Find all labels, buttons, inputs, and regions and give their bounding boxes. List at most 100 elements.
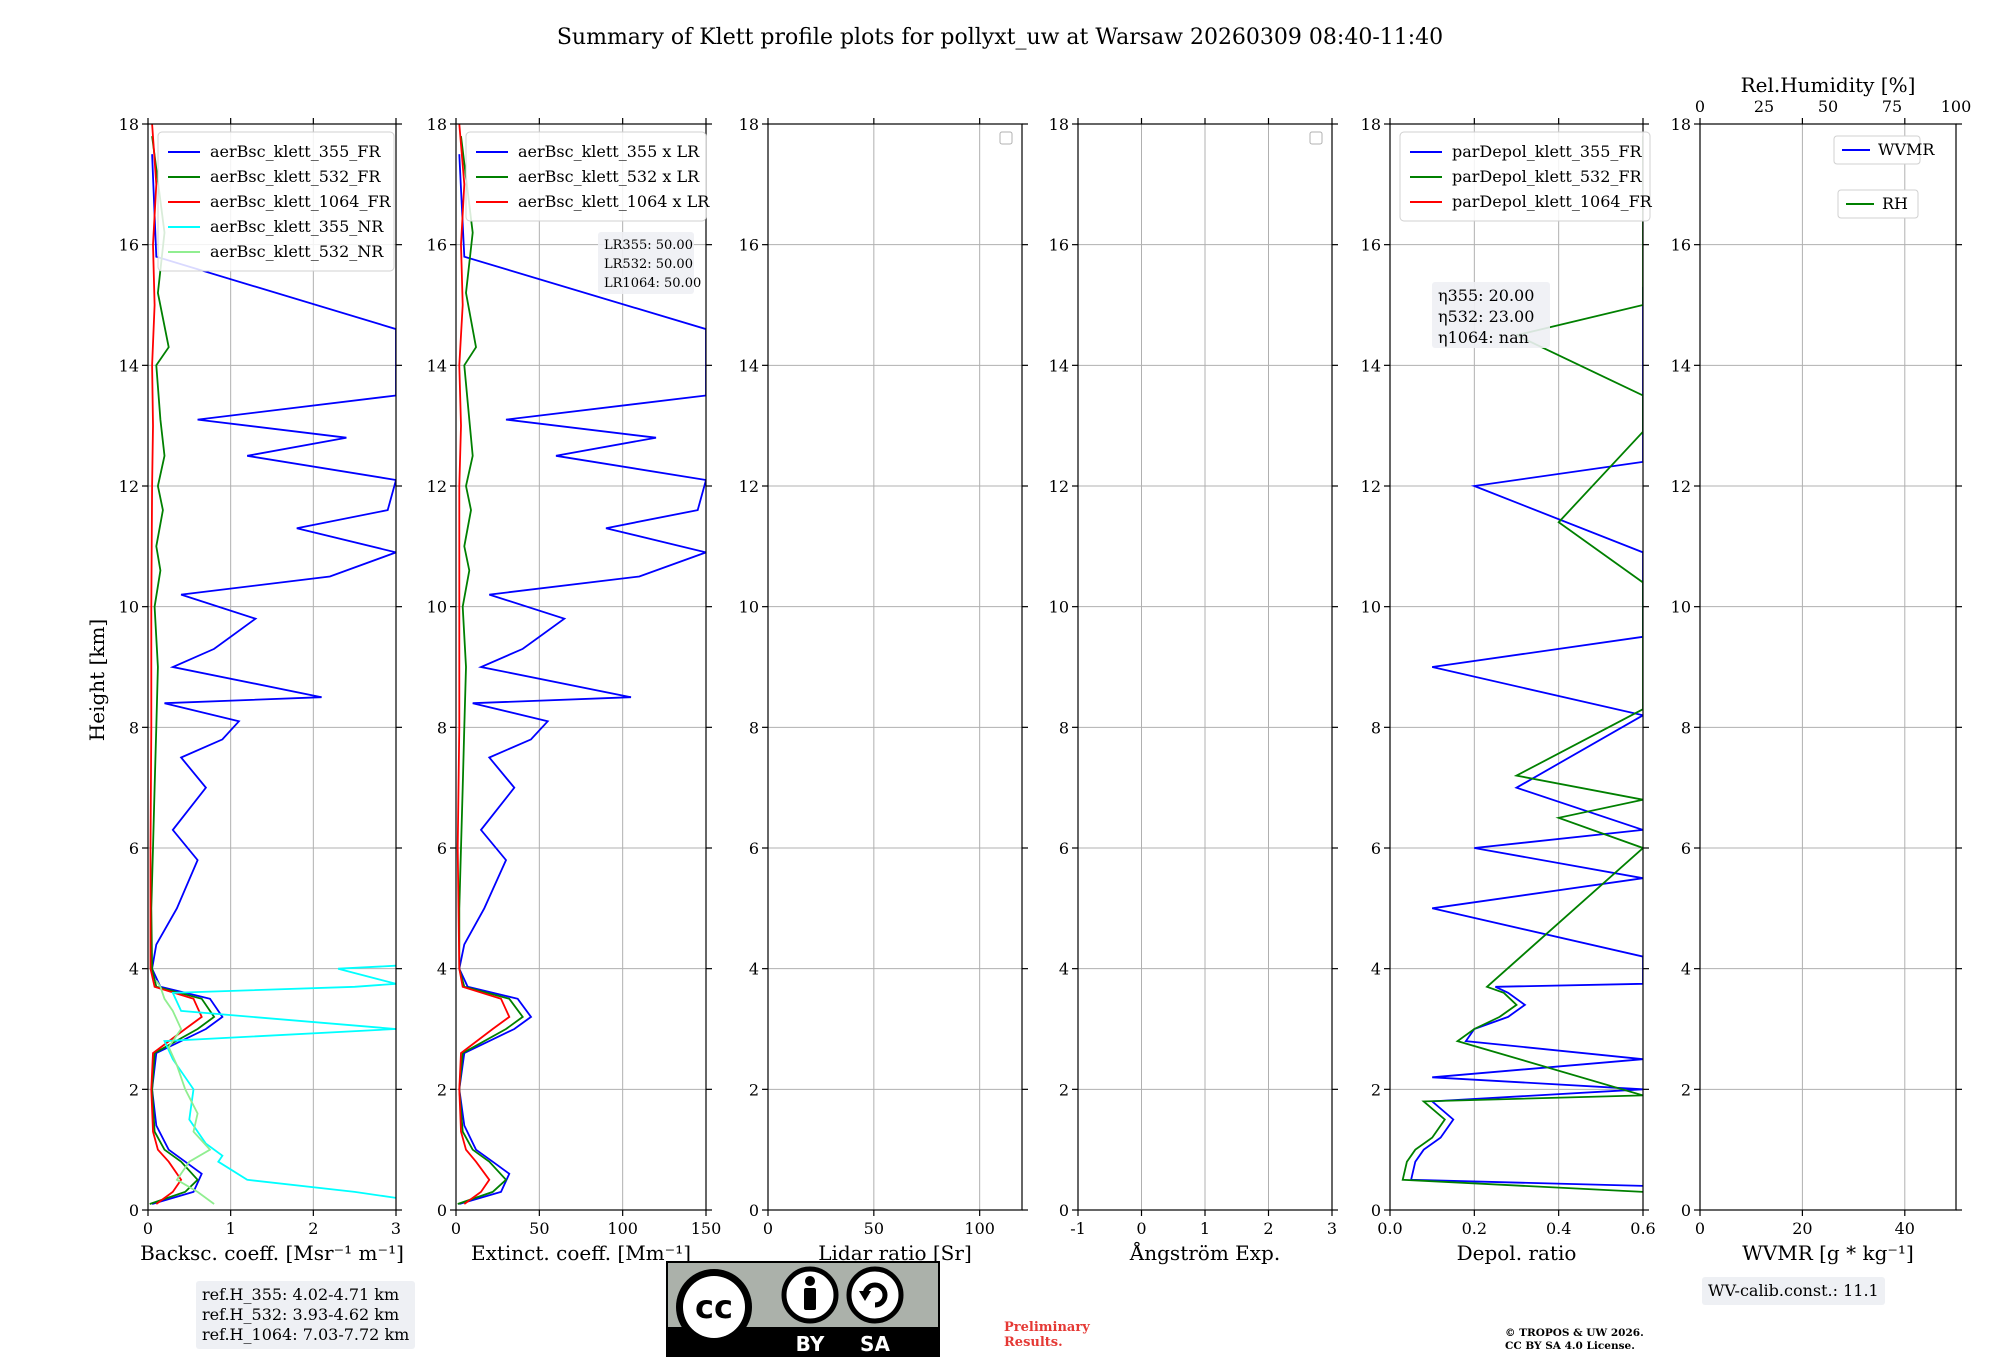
preliminary-line-1: Preliminary [1004, 1320, 1090, 1335]
top-x-tick-label: 0 [1695, 97, 1705, 116]
y-tick-label: 18 [427, 115, 447, 134]
legend-box [465, 131, 707, 222]
x-tick-label: 150 [691, 1219, 722, 1238]
x-tick-label: 100 [964, 1219, 995, 1238]
legend-label: WVMR [1878, 140, 1935, 159]
copyright-line-2: CC BY SA 4.0 License. [1505, 1340, 1635, 1352]
y-tick-label: 10 [1361, 598, 1381, 617]
series-line-parDepol_klett_355_FR [1409, 286, 1643, 1187]
x-axis-label: Ångström Exp. [1129, 1240, 1280, 1265]
annotation-line: η532: 23.00 [1438, 307, 1534, 326]
top-x-tick-label: 75 [1882, 97, 1902, 116]
y-tick-label: 10 [1049, 598, 1069, 617]
legend-label: aerBsc_klett_1064 x LR [518, 192, 710, 211]
y-tick-label: 4 [1371, 960, 1381, 979]
annotation-line: η1064: nan [1438, 328, 1529, 347]
x-tick-label: 1 [226, 1219, 236, 1238]
x-tick-label: 50 [529, 1219, 549, 1238]
y-tick-label: 4 [1059, 960, 1069, 979]
series-line-aerBsc_klett_355_NR [163, 964, 396, 1199]
legend-label: aerBsc_klett_532 x LR [518, 167, 700, 186]
y-tick-label: 6 [1681, 839, 1691, 858]
x-tick-label: 100 [607, 1219, 638, 1238]
annotation-box [1432, 282, 1550, 348]
x-tick-label: 3 [391, 1219, 401, 1238]
y-tick-label: 12 [1361, 477, 1381, 496]
wv-calib-text: WV-calib.const.: 11.1 [1708, 1281, 1879, 1300]
ref-height-1064: ref.H_1064: 7.03-7.72 km [202, 1325, 410, 1344]
figure-title: Summary of Klett profile plots for polly… [557, 25, 1443, 50]
y-tick-label: 16 [1671, 236, 1691, 255]
x-tick-label: 3 [1327, 1219, 1337, 1238]
legend-box-wvmr [1833, 135, 1921, 165]
y-tick-label: 18 [119, 115, 139, 134]
x-tick-label: 2 [308, 1219, 318, 1238]
axes-frame [1389, 123, 1644, 1211]
y-tick-label: 18 [1049, 115, 1069, 134]
reference-height-box: ref.H_355: 4.02-4.71 km ref.H_532: 3.93-… [196, 1281, 416, 1349]
legend-label: parDepol_klett_1064_FR [1452, 192, 1653, 211]
y-tick-label: 2 [1681, 1080, 1691, 1099]
ref-height-355: ref.H_355: 4.02-4.71 km [202, 1285, 400, 1304]
y-tick-label: 18 [1361, 115, 1381, 134]
copyright-note: © TROPOS & UW 2026. CC BY SA 4.0 License… [1505, 1327, 1745, 1353]
x-axis-label: Extinct. coeff. [Mm⁻¹] [471, 1241, 691, 1265]
y-tick-label: 12 [1049, 477, 1069, 496]
y-tick-label: 16 [119, 236, 139, 255]
x-tick-label: 0.6 [1630, 1219, 1655, 1238]
y-tick-label: 12 [1671, 477, 1691, 496]
y-tick-label: 12 [739, 477, 759, 496]
top-x-tick-label: 25 [1754, 97, 1774, 116]
y-tick-label: 14 [1049, 356, 1069, 375]
x-tick-label: 0 [763, 1219, 773, 1238]
legend-box [1399, 131, 1651, 222]
x-tick-label: 0.0 [1377, 1219, 1402, 1238]
legend-box [157, 131, 395, 272]
legend-label: aerBsc_klett_355_FR [210, 142, 381, 161]
legend-label: parDepol_klett_532_FR [1452, 167, 1643, 186]
y-tick-label: 0 [437, 1201, 447, 1220]
legend-label: aerBsc_klett_355_NR [210, 217, 384, 236]
x-axis-label: WVMR [g * kg⁻¹] [1742, 1241, 1914, 1265]
x-tick-label: 0 [451, 1219, 461, 1238]
x-axis-label: Depol. ratio [1457, 1241, 1577, 1265]
y-tick-label: 16 [1361, 236, 1381, 255]
top-x-tick-label: 100 [1941, 97, 1972, 116]
top-x-tick-label: 50 [1818, 97, 1838, 116]
y-tick-label: 12 [427, 477, 447, 496]
y-tick-label: 2 [129, 1080, 139, 1099]
top-x-axis-label: Rel.Humidity [%] [1741, 73, 1916, 97]
axes-frame [147, 123, 397, 1211]
y-tick-label: 8 [1371, 718, 1381, 737]
x-tick-label: -1 [1070, 1219, 1086, 1238]
legend-box-rh [1837, 189, 1919, 219]
series-line-parDepol_klett_532_FR [1401, 136, 1643, 1193]
y-tick-label: 0 [1371, 1201, 1381, 1220]
series-line-aerBsc_klett_355 x LR [458, 154, 706, 1205]
y-tick-label: 18 [1671, 115, 1691, 134]
copyright-line-1: © TROPOS & UW 2026. [1505, 1327, 1644, 1339]
y-tick-label: 10 [427, 598, 447, 617]
annotation-line: η355: 20.00 [1438, 286, 1534, 305]
x-tick-label: 50 [864, 1219, 884, 1238]
axes-frame [455, 123, 707, 1211]
series-line-aerBsc_klett_355_FR [151, 154, 396, 1205]
y-tick-label: 2 [1059, 1080, 1069, 1099]
y-tick-label: 12 [119, 477, 139, 496]
y-tick-label: 16 [739, 236, 759, 255]
y-tick-label: 2 [749, 1080, 759, 1099]
y-tick-label: 6 [1059, 839, 1069, 858]
y-tick-label: 10 [739, 598, 759, 617]
y-tick-label: 0 [1059, 1201, 1069, 1220]
y-tick-label: 0 [129, 1201, 139, 1220]
svg-text:cc: cc [695, 1288, 733, 1326]
y-tick-label: 16 [1049, 236, 1069, 255]
cc-by-sa-icon: cc BY SA [666, 1261, 940, 1357]
x-tick-label: 20 [1792, 1219, 1812, 1238]
cc-by-label: BY [796, 1332, 825, 1356]
y-tick-label: 4 [1681, 960, 1691, 979]
y-tick-label: 2 [437, 1080, 447, 1099]
